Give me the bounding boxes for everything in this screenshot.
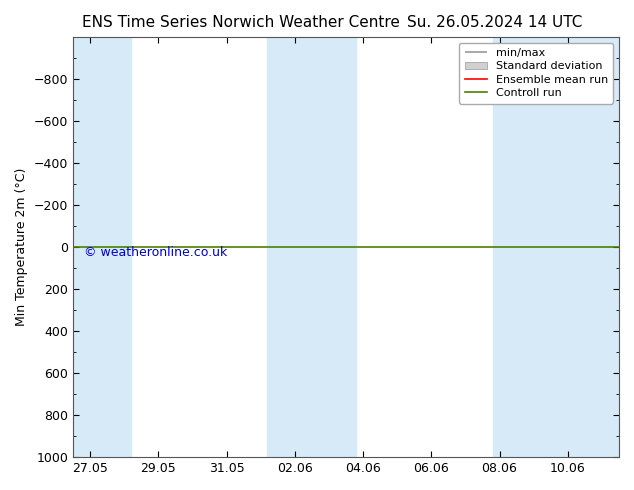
Text: Su. 26.05.2024 14 UTC: Su. 26.05.2024 14 UTC bbox=[407, 15, 582, 30]
Bar bbox=[493, 37, 619, 457]
Text: © weatheronline.co.uk: © weatheronline.co.uk bbox=[84, 246, 227, 259]
Legend: min/max, Standard deviation, Ensemble mean run, Controll run: min/max, Standard deviation, Ensemble me… bbox=[459, 43, 614, 104]
Bar bbox=[73, 37, 131, 457]
Text: ENS Time Series Norwich Weather Centre: ENS Time Series Norwich Weather Centre bbox=[82, 15, 400, 30]
Y-axis label: Min Temperature 2m (°C): Min Temperature 2m (°C) bbox=[15, 168, 28, 326]
Bar bbox=[268, 37, 356, 457]
